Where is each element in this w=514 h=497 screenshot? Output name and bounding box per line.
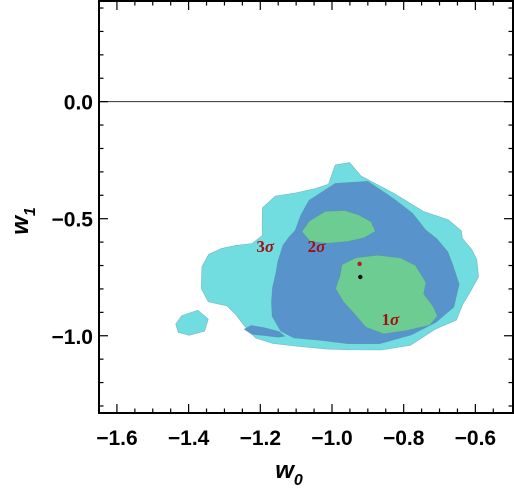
best-fit-points <box>357 261 363 280</box>
x-axis-label-main: w <box>275 457 295 484</box>
x-tick-label: −1.4 <box>168 427 210 450</box>
y-tick-label: −1.0 <box>52 326 93 349</box>
y-axis-label: w1 <box>7 207 39 235</box>
x-tick-label: −1.0 <box>311 427 352 450</box>
sigma-labels: 3σ 2σ 1σ <box>256 237 400 329</box>
y-axis-label-main: w <box>7 215 34 235</box>
black-point <box>358 274 363 280</box>
sigma-label-2: 2σ <box>308 237 327 256</box>
y-axis-label-sub: 1 <box>22 207 39 216</box>
contour-regions <box>175 162 479 351</box>
x-axis-label: w0 <box>275 457 303 489</box>
y-tick-labels: 0.0 −0.5 −1.0 <box>52 92 94 349</box>
contour-1sigma-region-2 <box>335 254 438 335</box>
x-tick-labels: −1.6 −1.4 −1.2 −1.0 −0.8 −0.6 <box>96 427 496 450</box>
sigma-label-1: 1σ <box>381 310 400 329</box>
x-tick-label: −0.6 <box>455 427 496 450</box>
axis-ticks <box>99 1 513 413</box>
contour-2sigma-region-2 <box>243 325 286 338</box>
contour-3sigma-region-2 <box>175 309 209 336</box>
sigma-label-3: 3σ <box>256 237 275 256</box>
x-tick-label: −0.8 <box>383 427 425 450</box>
y-tick-label: 0.0 <box>64 92 93 115</box>
contour-1sigma-region-1 <box>301 210 376 244</box>
x-tick-label: −1.6 <box>96 427 137 450</box>
y-tick-label: −0.5 <box>52 209 94 232</box>
x-axis-label-sub: 0 <box>294 472 303 489</box>
plot-frame <box>98 0 514 414</box>
red-point <box>357 261 362 267</box>
x-tick-label: −1.2 <box>240 427 281 450</box>
